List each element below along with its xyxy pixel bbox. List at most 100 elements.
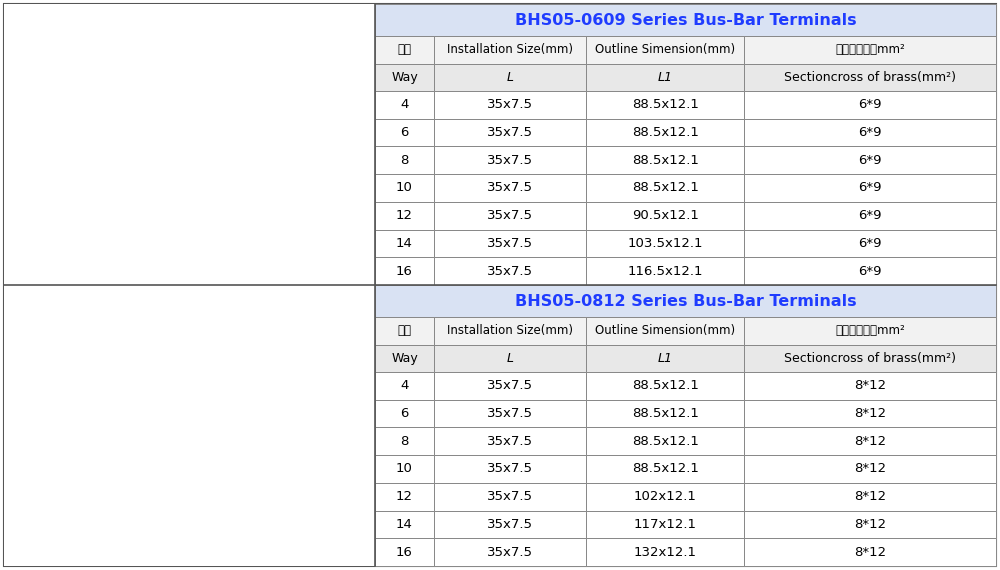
- Text: BHS05-0609 Series Bus-Bar Terminals: BHS05-0609 Series Bus-Bar Terminals: [515, 13, 856, 28]
- Bar: [375, 428, 434, 455]
- Bar: [744, 483, 996, 511]
- Bar: [744, 511, 996, 538]
- Bar: [375, 146, 434, 174]
- Text: 8: 8: [400, 154, 409, 166]
- Bar: [744, 64, 996, 91]
- Text: 14: 14: [396, 237, 413, 250]
- Text: 6*9: 6*9: [858, 98, 882, 111]
- Text: 88.5x12.1: 88.5x12.1: [632, 435, 699, 447]
- Text: 35x7.5: 35x7.5: [487, 545, 533, 559]
- Text: 88.5x12.1: 88.5x12.1: [632, 462, 699, 475]
- Bar: [434, 428, 586, 455]
- Text: 孔数: 孔数: [397, 324, 411, 337]
- Bar: [375, 400, 434, 428]
- Text: 14: 14: [396, 518, 413, 531]
- Bar: [375, 285, 996, 317]
- Text: 6*9: 6*9: [858, 209, 882, 222]
- Bar: [586, 345, 744, 372]
- Text: 铜件横截面积mm²: 铜件横截面积mm²: [835, 324, 905, 337]
- Text: 90.5x12.1: 90.5x12.1: [632, 209, 699, 222]
- Bar: [434, 317, 586, 345]
- Text: Outline Simension(mm): Outline Simension(mm): [595, 43, 735, 56]
- Text: BHS05-0812 Series Bus-Bar Terminals: BHS05-0812 Series Bus-Bar Terminals: [515, 294, 856, 309]
- Text: 8*12: 8*12: [854, 462, 886, 475]
- Text: L1: L1: [658, 71, 673, 84]
- Text: 8*12: 8*12: [854, 379, 886, 392]
- Text: 铜件横截面积mm²: 铜件横截面积mm²: [835, 43, 905, 56]
- Bar: [375, 372, 434, 400]
- Text: Installation Size(mm): Installation Size(mm): [447, 324, 573, 337]
- Text: 4: 4: [400, 98, 409, 111]
- Text: 6: 6: [400, 126, 409, 139]
- Bar: [744, 91, 996, 119]
- Bar: [586, 317, 744, 345]
- Text: 孔数: 孔数: [397, 43, 411, 56]
- Bar: [434, 119, 586, 146]
- Bar: [434, 230, 586, 257]
- Bar: [375, 202, 434, 230]
- Text: 88.5x12.1: 88.5x12.1: [632, 407, 699, 420]
- Text: 35x7.5: 35x7.5: [487, 126, 533, 139]
- Text: 35x7.5: 35x7.5: [487, 264, 533, 278]
- Bar: [434, 483, 586, 511]
- Bar: [586, 174, 744, 202]
- Text: 6*9: 6*9: [858, 264, 882, 278]
- Bar: [434, 146, 586, 174]
- Text: 6*9: 6*9: [858, 237, 882, 250]
- Text: 10: 10: [396, 181, 413, 194]
- Bar: [744, 345, 996, 372]
- Text: 8*12: 8*12: [854, 435, 886, 447]
- Bar: [586, 538, 744, 566]
- Bar: [4, 4, 375, 285]
- Text: 35x7.5: 35x7.5: [487, 209, 533, 222]
- Text: 6: 6: [400, 407, 409, 420]
- Text: 6*9: 6*9: [858, 154, 882, 166]
- Bar: [375, 230, 434, 257]
- Text: 8: 8: [400, 435, 409, 447]
- Bar: [744, 36, 996, 64]
- Bar: [586, 428, 744, 455]
- Bar: [744, 428, 996, 455]
- Text: 88.5x12.1: 88.5x12.1: [632, 154, 699, 166]
- Text: 117x12.1: 117x12.1: [634, 518, 697, 531]
- Bar: [744, 146, 996, 174]
- Text: 6*9: 6*9: [858, 181, 882, 194]
- Bar: [434, 91, 586, 119]
- Bar: [375, 511, 434, 538]
- Text: 88.5x12.1: 88.5x12.1: [632, 126, 699, 139]
- Bar: [586, 36, 744, 64]
- Text: Way: Way: [391, 71, 418, 84]
- Text: 88.5x12.1: 88.5x12.1: [632, 98, 699, 111]
- Text: 16: 16: [396, 264, 413, 278]
- Bar: [434, 455, 586, 483]
- Bar: [375, 317, 434, 345]
- Bar: [744, 257, 996, 285]
- Text: 12: 12: [396, 490, 413, 503]
- Bar: [375, 119, 434, 146]
- Text: 35x7.5: 35x7.5: [487, 462, 533, 475]
- Bar: [434, 400, 586, 428]
- Text: 8*12: 8*12: [854, 490, 886, 503]
- Text: 35x7.5: 35x7.5: [487, 518, 533, 531]
- Bar: [744, 538, 996, 566]
- Text: 116.5x12.1: 116.5x12.1: [628, 264, 703, 278]
- Text: 35x7.5: 35x7.5: [487, 181, 533, 194]
- Text: 4: 4: [400, 379, 409, 392]
- Text: L: L: [507, 352, 514, 365]
- Bar: [4, 285, 375, 566]
- Text: Outline Simension(mm): Outline Simension(mm): [595, 324, 735, 337]
- Text: 35x7.5: 35x7.5: [487, 490, 533, 503]
- Bar: [586, 146, 744, 174]
- Text: 35x7.5: 35x7.5: [487, 435, 533, 447]
- Bar: [586, 202, 744, 230]
- Bar: [586, 257, 744, 285]
- Text: 6*9: 6*9: [858, 126, 882, 139]
- Text: 10: 10: [396, 462, 413, 475]
- Bar: [375, 36, 434, 64]
- Bar: [434, 202, 586, 230]
- Text: 8*12: 8*12: [854, 518, 886, 531]
- Text: 16: 16: [396, 545, 413, 559]
- Bar: [744, 202, 996, 230]
- Bar: [434, 257, 586, 285]
- Bar: [586, 91, 744, 119]
